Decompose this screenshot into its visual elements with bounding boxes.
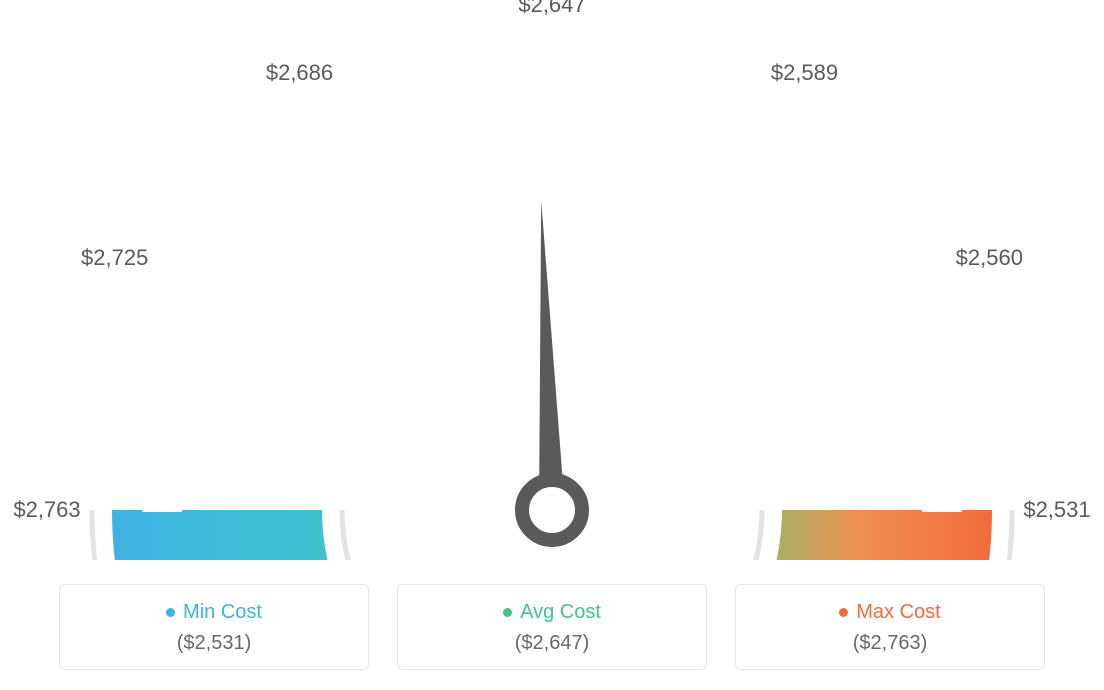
gauge-tick (197, 305, 232, 325)
legend-value-min: ($2,531) (70, 632, 358, 655)
gauge-pivot (522, 480, 582, 540)
gauge-tick-label: $2,763 (13, 497, 80, 523)
gauge-tick (262, 220, 280, 238)
gauge-tick-label: $2,647 (518, 0, 585, 18)
legend-dot-min (166, 608, 175, 617)
legend-card-min: Min Cost ($2,531) (59, 584, 369, 670)
legend-title-text-min: Min Cost (183, 601, 262, 624)
legend-card-max: Max Cost ($2,763) (735, 584, 1045, 670)
gauge-needle (539, 200, 565, 510)
gauge-tick (737, 155, 757, 190)
legend-title-max: Max Cost (746, 601, 1034, 624)
gauge-tick (156, 404, 180, 410)
gauge-chart: $2,531 $2,560 $2,589 $2,647 $2,686 $2,725 $2,7… (0, 0, 1104, 560)
gauge-tick (347, 155, 367, 190)
legend-value-max: ($2,763) (746, 632, 1034, 655)
gauge-tick-label: $2,686 (266, 60, 333, 86)
legend-title-avg: Avg Cost (408, 601, 696, 624)
legend-value-avg: ($2,647) (408, 632, 696, 655)
gauge-tick (924, 404, 948, 410)
gauge-tick (652, 114, 658, 138)
gauge-tick (446, 114, 452, 138)
legend-title-text-max: Max Cost (856, 601, 940, 624)
legend-row: Min Cost ($2,531) Avg Cost ($2,647) Max … (0, 584, 1104, 670)
gauge-tick-label: $2,589 (771, 60, 838, 86)
legend-title-text-avg: Avg Cost (520, 601, 601, 624)
gauge-tick (872, 305, 907, 325)
gauge-svg (0, 0, 1104, 560)
legend-dot-max (839, 608, 848, 617)
gauge-tick-label: $2,531 (1023, 497, 1090, 523)
legend-dot-avg (503, 608, 512, 617)
gauge-tick-label: $2,560 (956, 245, 1023, 271)
legend-card-avg: Avg Cost ($2,647) (397, 584, 707, 670)
gauge-tick-label: $2,725 (81, 245, 148, 271)
legend-title-min: Min Cost (70, 601, 358, 624)
gauge-tick (824, 220, 842, 238)
